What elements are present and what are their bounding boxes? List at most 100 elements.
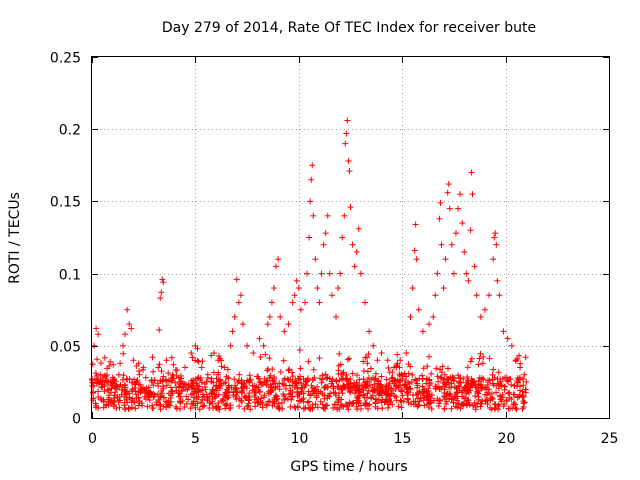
baseline-point <box>110 395 117 402</box>
baseline-point <box>407 363 414 370</box>
baseline-point <box>364 368 371 375</box>
baseline-point <box>216 352 223 359</box>
data-point <box>291 292 298 299</box>
data-point <box>504 335 511 342</box>
data-point <box>250 350 257 357</box>
baseline-point <box>335 362 342 369</box>
baseline-point <box>389 369 396 376</box>
baseline-point <box>385 365 392 372</box>
baseline-point <box>363 400 370 407</box>
baseline-point <box>501 400 508 407</box>
baseline-point <box>238 377 245 384</box>
baseline-point <box>281 396 288 403</box>
baseline-point <box>398 388 405 395</box>
baseline-point <box>327 390 334 397</box>
baseline-point <box>494 376 501 383</box>
baseline-point <box>342 401 349 408</box>
baseline-point <box>450 399 457 406</box>
baseline-point <box>101 388 108 395</box>
baseline-point <box>375 377 382 384</box>
baseline-point <box>257 354 264 361</box>
baseline-point <box>441 406 448 413</box>
data-point <box>346 168 353 175</box>
baseline-point <box>105 386 112 393</box>
baseline-point <box>395 384 402 391</box>
baseline-point <box>175 393 182 400</box>
baseline-point <box>131 399 138 406</box>
baseline-point <box>243 385 250 392</box>
baseline-point <box>166 378 173 385</box>
baseline-point <box>464 364 471 371</box>
baseline-point <box>204 374 211 381</box>
data-point <box>333 313 340 320</box>
data-point <box>432 292 439 299</box>
baseline-point <box>365 351 372 358</box>
baseline-point <box>110 403 117 410</box>
data-point <box>227 342 234 349</box>
baseline-point <box>490 366 497 373</box>
baseline-point <box>255 384 262 391</box>
x-tick-label: 25 <box>601 431 619 447</box>
plot-frame <box>91 56 610 419</box>
baseline-point <box>482 391 489 398</box>
baseline-point <box>304 399 311 406</box>
data-point <box>459 220 466 227</box>
baseline-point <box>434 373 441 380</box>
baseline-point <box>168 374 175 381</box>
baseline-point <box>472 404 479 411</box>
baseline-point <box>297 365 304 372</box>
baseline-point <box>485 379 492 386</box>
baseline-point <box>187 405 194 412</box>
data-point <box>491 234 498 241</box>
baseline-point <box>428 392 435 399</box>
baseline-point <box>103 401 110 408</box>
baseline-point <box>441 371 448 378</box>
baseline-point <box>215 391 222 398</box>
baseline-point <box>436 384 443 391</box>
baseline-point <box>454 404 461 411</box>
data-point <box>467 227 474 234</box>
baseline-point <box>177 405 184 412</box>
baseline-point <box>231 376 238 383</box>
baseline-point <box>222 390 229 397</box>
baseline-point <box>458 389 465 396</box>
baseline-point <box>498 398 505 405</box>
data-point <box>239 321 246 328</box>
baseline-point <box>263 401 270 408</box>
data-point <box>436 215 443 222</box>
baseline-point <box>111 380 118 387</box>
baseline-point <box>355 400 362 407</box>
baseline-point <box>222 401 229 408</box>
baseline-point <box>491 401 498 408</box>
baseline-point <box>245 400 252 407</box>
baseline-point <box>499 375 506 382</box>
baseline-point <box>142 396 149 403</box>
baseline-point <box>360 376 367 383</box>
baseline-point <box>308 382 315 389</box>
baseline-point <box>181 403 188 410</box>
baseline-point <box>465 397 472 404</box>
baseline-point <box>320 404 327 411</box>
data-point <box>312 256 319 263</box>
baseline-point <box>172 379 179 386</box>
data-point <box>415 306 422 313</box>
baseline-point <box>310 366 317 373</box>
data-point <box>158 289 165 296</box>
baseline-point <box>247 376 254 383</box>
baseline-point <box>128 379 135 386</box>
baseline-point <box>178 387 185 394</box>
baseline-point <box>513 406 520 413</box>
baseline-point <box>206 393 213 400</box>
baseline-point <box>445 379 452 386</box>
data-point <box>128 325 135 332</box>
baseline-point <box>383 376 390 383</box>
baseline-point <box>307 392 314 399</box>
data-point <box>120 342 127 349</box>
baseline-point <box>134 377 141 384</box>
baseline-point <box>473 384 480 391</box>
baseline-point <box>300 395 307 402</box>
baseline-point <box>202 386 209 393</box>
baseline-point <box>170 361 177 368</box>
data-point <box>157 295 164 302</box>
data-point <box>370 342 377 349</box>
